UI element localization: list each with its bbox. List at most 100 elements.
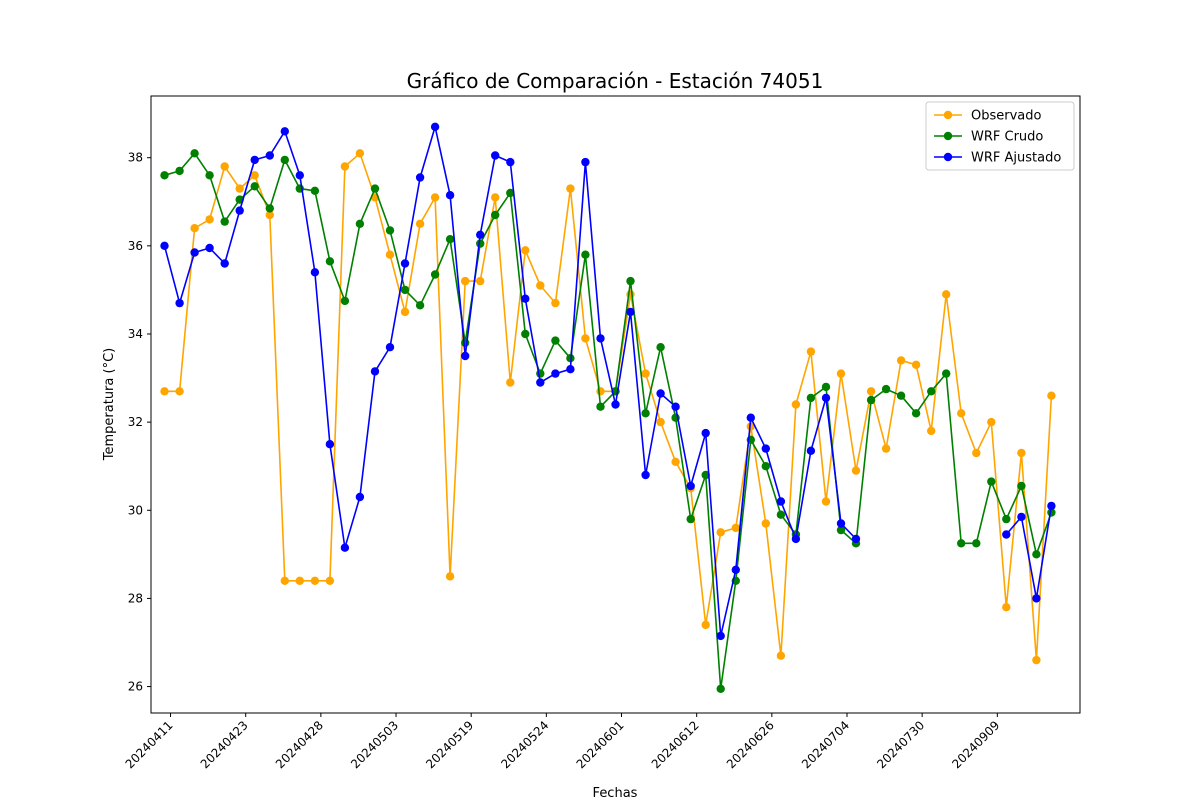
data-point-wrf-ajustado bbox=[325, 440, 335, 449]
data-point-wrf-ajustado bbox=[160, 241, 169, 250]
data-point-wrf-crudo bbox=[415, 301, 425, 310]
data-point-wrf-ajustado bbox=[445, 191, 455, 200]
chart-title: Gráfico de Comparación - Estación 74051 bbox=[407, 69, 824, 93]
x-tick-label: 20240524 bbox=[498, 718, 551, 771]
x-axis-title: Fechas bbox=[593, 786, 638, 800]
data-point-observado bbox=[476, 276, 485, 286]
data-point-observado bbox=[596, 387, 605, 396]
data-point-observado bbox=[1017, 448, 1026, 458]
data-point-observado bbox=[415, 219, 425, 228]
data-point-wrf-ajustado bbox=[791, 534, 801, 544]
data-point-observado bbox=[160, 387, 169, 396]
data-point-observado bbox=[776, 651, 786, 660]
y-tick-label: 36 bbox=[128, 239, 143, 253]
data-point-wrf-crudo bbox=[205, 171, 214, 180]
data-point-wrf-crudo bbox=[641, 409, 650, 418]
data-point-wrf-ajustado bbox=[731, 565, 740, 574]
data-point-observado bbox=[896, 356, 906, 365]
data-point-observado bbox=[1047, 391, 1056, 400]
data-point-wrf-ajustado bbox=[611, 400, 620, 409]
x-tick-label: 20240601 bbox=[574, 718, 627, 771]
data-point-wrf-crudo bbox=[506, 188, 515, 198]
data-point-wrf-crudo bbox=[325, 257, 335, 266]
data-point-wrf-crudo bbox=[385, 226, 395, 235]
data-point-wrf-crudo bbox=[911, 409, 921, 418]
plot-area bbox=[150, 95, 1081, 714]
data-point-observado bbox=[761, 519, 770, 528]
data-point-wrf-ajustado bbox=[806, 446, 816, 455]
data-point-wrf-ajustado bbox=[1002, 530, 1011, 539]
data-point-wrf-ajustado bbox=[836, 519, 846, 528]
data-point-observado bbox=[430, 193, 440, 202]
data-point-wrf-crudo bbox=[220, 217, 229, 226]
data-point-wrf-crudo bbox=[175, 166, 184, 176]
data-point-observado bbox=[942, 290, 951, 299]
legend-label: WRF Crudo bbox=[971, 130, 1043, 145]
data-point-wrf-crudo bbox=[987, 477, 996, 486]
legend-label: WRF Ajustado bbox=[971, 151, 1061, 166]
data-point-observado bbox=[310, 576, 320, 585]
data-point-observado bbox=[851, 466, 861, 475]
x-tick-label: 20240626 bbox=[724, 718, 777, 771]
x-tick-label: 20240909 bbox=[949, 718, 1002, 771]
data-point-wrf-ajustado bbox=[461, 351, 470, 361]
legend-swatch-marker bbox=[943, 152, 953, 162]
data-point-observado bbox=[551, 298, 560, 308]
data-point-wrf-ajustado bbox=[671, 402, 680, 411]
data-point-wrf-crudo bbox=[881, 384, 891, 394]
data-point-wrf-ajustado bbox=[851, 534, 861, 544]
data-point-wrf-crudo bbox=[355, 219, 365, 228]
data-point-observado bbox=[731, 523, 740, 533]
data-point-wrf-ajustado bbox=[295, 171, 304, 180]
data-point-wrf-ajustado bbox=[641, 470, 650, 480]
data-point-wrf-ajustado bbox=[686, 481, 695, 491]
x-tick-label: 20240428 bbox=[273, 718, 326, 771]
data-point-wrf-ajustado bbox=[821, 393, 831, 403]
data-point-wrf-crudo bbox=[536, 369, 545, 378]
data-point-wrf-ajustado bbox=[1047, 501, 1056, 511]
series-line-wrf-ajustado bbox=[1005, 505, 1053, 600]
data-point-wrf-crudo bbox=[1002, 514, 1011, 524]
data-point-wrf-crudo bbox=[430, 270, 440, 279]
data-point-wrf-ajustado bbox=[400, 259, 410, 268]
data-point-wrf-ajustado bbox=[235, 206, 244, 215]
y-tick-label: 28 bbox=[128, 591, 143, 605]
data-point-observado bbox=[400, 307, 410, 317]
data-point-wrf-ajustado bbox=[340, 543, 350, 552]
x-tick-label: 20240612 bbox=[649, 718, 702, 771]
x-tick-label: 20240503 bbox=[348, 718, 401, 771]
y-axis-title: Temperatura (°C) bbox=[102, 348, 117, 461]
data-point-observado bbox=[716, 528, 725, 537]
data-point-observado bbox=[265, 210, 274, 220]
legend-swatch-marker bbox=[943, 110, 953, 120]
data-point-wrf-crudo bbox=[400, 285, 410, 295]
data-point-wrf-ajustado bbox=[370, 367, 380, 376]
data-point-wrf-ajustado bbox=[190, 248, 199, 257]
data-point-wrf-ajustado bbox=[716, 631, 725, 641]
data-point-wrf-ajustado bbox=[476, 230, 485, 239]
y-tick-label: 32 bbox=[128, 415, 143, 429]
data-point-observado bbox=[656, 417, 665, 427]
data-point-wrf-ajustado bbox=[385, 343, 395, 352]
x-tick-label: 20240411 bbox=[123, 718, 176, 771]
data-point-wrf-crudo bbox=[701, 470, 710, 480]
data-point-wrf-ajustado bbox=[701, 428, 710, 438]
data-point-wrf-crudo bbox=[521, 329, 530, 339]
data-point-wrf-crudo bbox=[491, 210, 500, 220]
data-point-wrf-crudo bbox=[250, 182, 259, 191]
data-point-wrf-crudo bbox=[806, 393, 816, 403]
data-point-wrf-crudo bbox=[370, 184, 380, 193]
data-point-wrf-ajustado bbox=[536, 378, 545, 387]
data-point-observado bbox=[566, 184, 575, 193]
data-point-wrf-crudo bbox=[957, 539, 966, 548]
data-point-wrf-crudo bbox=[1032, 550, 1041, 559]
data-point-wrf-ajustado bbox=[205, 243, 214, 253]
data-point-wrf-crudo bbox=[761, 462, 770, 471]
data-point-observado bbox=[250, 171, 259, 180]
data-point-observado bbox=[957, 409, 966, 418]
data-point-observado bbox=[205, 215, 214, 224]
legend: Observado WRF Crudo WRF Ajustado bbox=[925, 101, 1075, 171]
data-point-wrf-ajustado bbox=[1017, 512, 1026, 522]
data-point-wrf-crudo bbox=[265, 204, 274, 213]
